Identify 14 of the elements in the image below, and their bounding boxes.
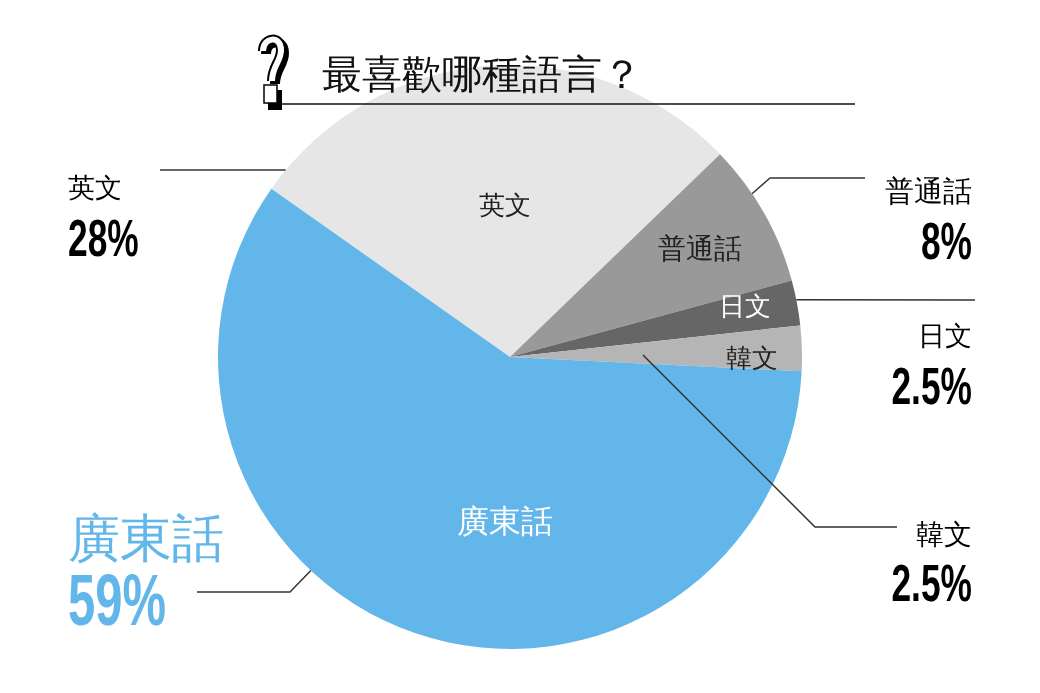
slice-label: 廣東話 xyxy=(457,502,553,540)
slice-label: 日文 xyxy=(918,320,972,351)
data-label: 8% xyxy=(920,212,972,270)
slice-label: 普通話 xyxy=(885,174,972,208)
slice-label: 普通話 xyxy=(658,232,742,265)
slice-label: 韓文 xyxy=(916,518,972,551)
chart-title: 最喜歡哪種語言？ xyxy=(322,51,642,97)
slice-label: 韓文 xyxy=(726,343,778,373)
data-label: 2.5% xyxy=(891,357,972,415)
data-label: 2.5% xyxy=(891,554,972,612)
slice-label: 英文 xyxy=(479,190,531,220)
slice-label: 英文 xyxy=(68,172,122,203)
slice-label: 日文 xyxy=(719,291,771,321)
data-label: 28% xyxy=(68,209,139,267)
